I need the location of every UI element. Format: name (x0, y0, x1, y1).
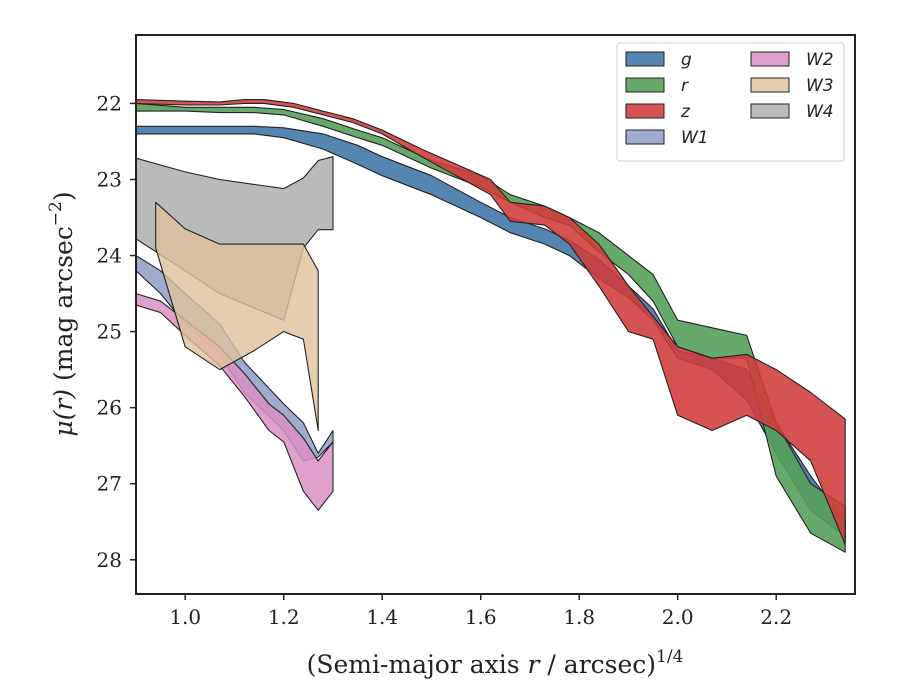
x-axis-label: (Semi-major axis r / arcsec)1/4 (307, 647, 684, 679)
band-z (136, 99, 846, 546)
ticks-layer: 1.0 1.2 1.4 1.6 1.8 2.0 2.2 22 23 24 25 26 27 28 (97, 91, 793, 629)
band-r (136, 102, 846, 553)
y-tick-label: 22 (97, 91, 122, 115)
y-tick-label: 25 (97, 320, 122, 344)
y-axis-label: μ(r) (mag arcsec−2) (46, 191, 78, 436)
legend-swatch-w3 (750, 77, 790, 93)
x-tick-label: 1.2 (268, 605, 300, 629)
legend-label-w3: W3 (806, 76, 834, 96)
legend-label-w1: W1 (681, 128, 709, 148)
y-tick-label: 26 (97, 396, 122, 420)
x-tick-label: 1.0 (169, 605, 201, 629)
series-layer (136, 99, 846, 553)
plot-frame (135, 34, 856, 595)
legend-swatch-g (625, 51, 665, 67)
legend-frame (616, 42, 845, 162)
legend-label-r: r (681, 76, 689, 96)
y-tick-label: 23 (97, 168, 122, 192)
x-tick-label: 1.8 (563, 605, 595, 629)
x-tick-label: 1.4 (366, 605, 398, 629)
x-tick-label: 2.0 (662, 605, 694, 629)
legend-swatch-w2 (750, 51, 790, 67)
legend-label-w2: W2 (806, 50, 834, 70)
x-tick-label: 2.2 (760, 605, 792, 629)
x-tick-label: 1.6 (465, 605, 497, 629)
legend-label-w4: W4 (806, 102, 834, 122)
legend: grz W1 W2 W3 W4 (616, 42, 845, 162)
legend-swatch-z (625, 103, 665, 119)
legend-swatch-w4 (750, 103, 790, 119)
y-tick-label: 24 (97, 244, 122, 268)
legend-label-z: z (680, 102, 691, 122)
legend-label-g: g (681, 50, 692, 70)
y-tick-label: 28 (97, 548, 122, 572)
y-tick-label: 27 (97, 472, 122, 496)
legend-swatch-w1 (625, 129, 665, 145)
legend-swatch-r (625, 77, 665, 93)
band-w3 (155, 201, 319, 432)
